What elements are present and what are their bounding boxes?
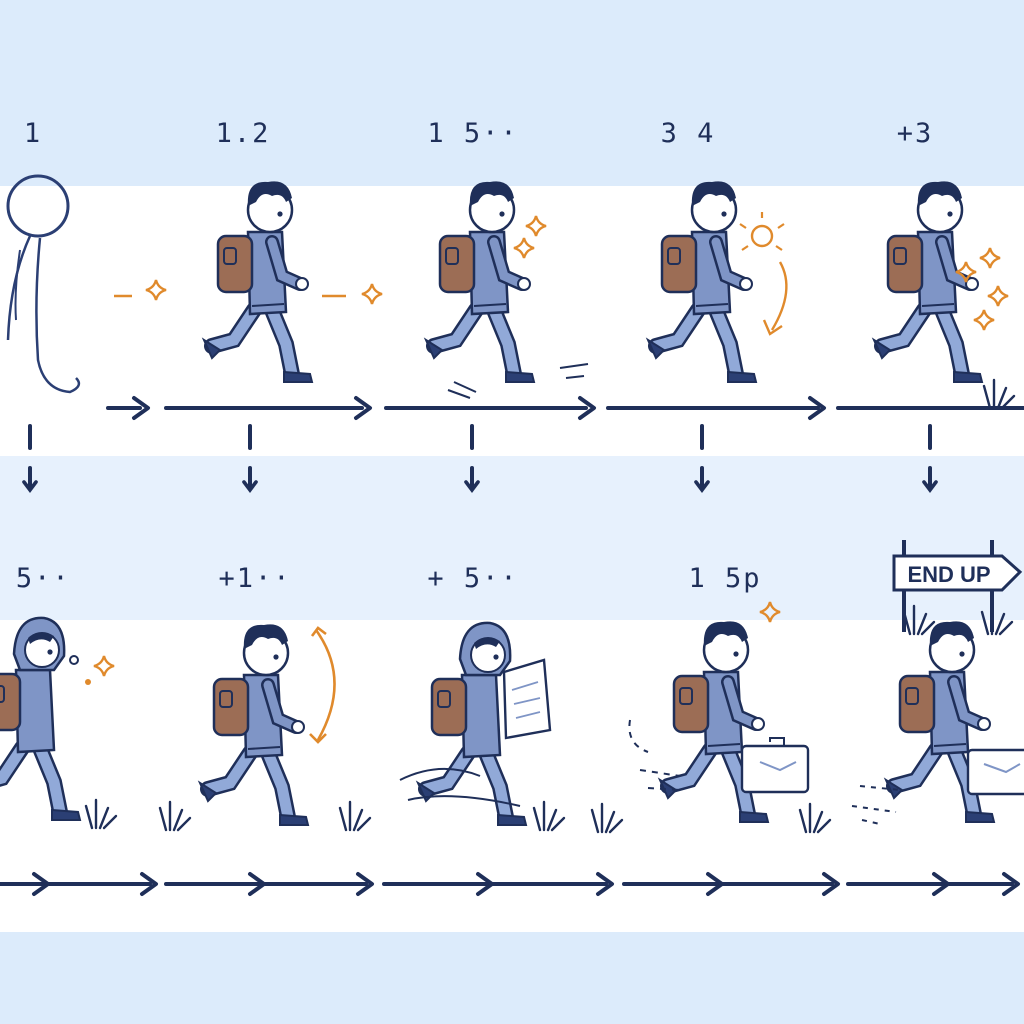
motion-lines <box>447 381 477 399</box>
walker-arm-up-figure <box>200 624 308 825</box>
end-up-signpost: END UP <box>892 540 1023 636</box>
grass-icon <box>590 802 624 834</box>
frame-label-5: +3 <box>896 118 934 149</box>
motion-lines <box>399 767 521 807</box>
star-icon <box>758 600 782 624</box>
frame-label-1: 1 <box>23 118 43 149</box>
hooded-walker-figure <box>0 618 80 820</box>
briefcase-icon <box>966 748 1024 796</box>
frame-label-9: 1 5p <box>688 563 762 594</box>
motion-lines <box>851 785 901 825</box>
motion-lines <box>559 363 589 379</box>
sparkle-icon <box>69 654 116 685</box>
grass-icon <box>158 800 192 832</box>
down-arrow-icon <box>22 424 38 492</box>
grass-icon <box>798 802 832 834</box>
motion-lines <box>628 719 681 791</box>
open-map-icon <box>502 658 552 740</box>
stick-figure-sketch <box>6 174 81 394</box>
frame-label-2: 1.2 <box>215 118 271 149</box>
walker-figure-2 <box>204 181 312 382</box>
walker-figure-4 <box>648 181 756 382</box>
grass-icon <box>84 798 118 830</box>
frame-label-4: 3 4 <box>660 118 716 149</box>
grass-icon <box>982 378 1016 410</box>
swing-arc-icon <box>309 626 336 744</box>
sign-text: END UP <box>907 562 990 587</box>
progress-arrow <box>106 396 1024 420</box>
frame-label-6: + 5·· <box>0 563 71 594</box>
progress-arrow <box>0 872 1020 896</box>
frame-label-8: + 5·· <box>427 563 519 594</box>
down-arrow-icon <box>464 424 480 492</box>
down-arrow-icon <box>242 424 258 492</box>
frame-label-7: +1·· <box>218 563 292 594</box>
walker-figure-3 <box>426 181 534 382</box>
down-arrow-icon <box>922 424 938 492</box>
down-arrow-icon <box>694 424 710 492</box>
sparkle-icon <box>114 214 1010 332</box>
briefcase-icon <box>740 737 810 794</box>
grass-icon <box>338 800 372 832</box>
grass-icon <box>532 800 566 832</box>
frame-label-3: 1 5·· <box>427 118 519 149</box>
top-row-band <box>0 186 1024 456</box>
sun-icon <box>739 212 788 336</box>
middle-band <box>0 456 1024 620</box>
